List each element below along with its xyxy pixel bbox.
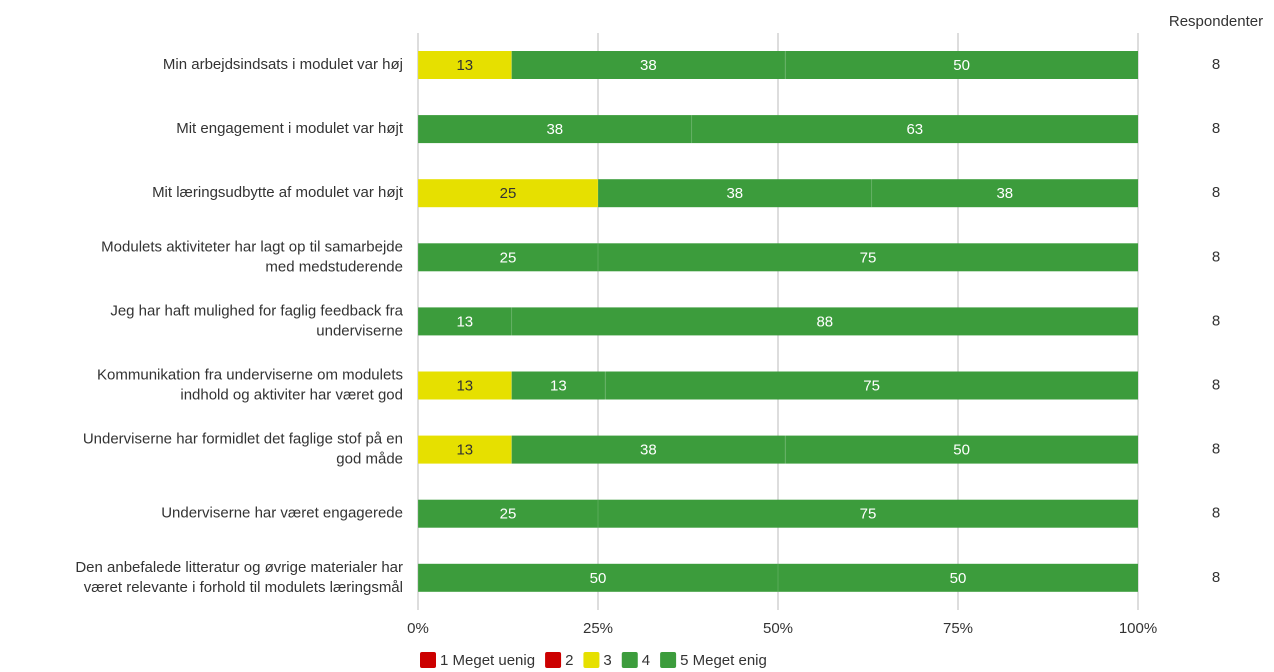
bar-segment — [511, 307, 1138, 336]
category-label: været relevante i forhold til modulets l… — [84, 579, 403, 596]
respondents-value: 8 — [1212, 248, 1220, 265]
x-tick-label: 50% — [763, 620, 793, 637]
bar-segment — [511, 435, 786, 464]
data-label: 50 — [590, 570, 607, 587]
x-tick-label: 25% — [583, 620, 613, 637]
data-label: 63 — [906, 121, 923, 138]
data-label: 13 — [456, 442, 473, 459]
bar-segment — [605, 371, 1138, 400]
x-tick-label: 75% — [943, 620, 973, 637]
bar-segment — [511, 51, 786, 79]
data-label: 13 — [550, 377, 567, 394]
bar-segment — [418, 51, 512, 79]
category-label: Mit engagement i modulet var højt — [176, 120, 404, 137]
bar-segment — [871, 179, 1138, 208]
category-label: med medstuderende — [265, 258, 403, 275]
respondents-value: 8 — [1212, 120, 1220, 137]
bar-segment — [418, 563, 778, 592]
bar-segment — [598, 179, 872, 208]
data-label: 25 — [500, 249, 517, 266]
bar-segment — [778, 563, 1138, 592]
respondents-value: 8 — [1212, 505, 1220, 522]
bars: 13 38 50 38 63 25 38 38 25 75 13 88 13 13 75 13 38 50 25 75… — [418, 51, 1138, 592]
x-tick-label: 0% — [407, 620, 429, 637]
legend-label: 4 — [642, 652, 650, 669]
category-label: god måde — [336, 451, 403, 468]
bar-segment — [418, 435, 512, 464]
bar-segment — [418, 499, 598, 528]
data-label: 38 — [640, 442, 657, 459]
bar-segment — [418, 307, 512, 336]
category-label: Underviserne har været engagerede — [161, 505, 403, 522]
data-label: 13 — [456, 377, 473, 394]
bar-segment — [511, 371, 606, 400]
data-label: 75 — [863, 377, 880, 394]
data-label: 38 — [726, 185, 743, 202]
category-label: Jeg har haft mulighed for faglig feedbac… — [110, 302, 403, 319]
respondents-value: 8 — [1212, 184, 1220, 201]
data-label: 50 — [953, 442, 970, 459]
bar-segment — [785, 435, 1138, 464]
legend-swatch — [583, 652, 600, 668]
legend-label: 2 — [565, 652, 573, 669]
respondents-value: 8 — [1212, 569, 1220, 586]
data-label: 88 — [816, 313, 833, 330]
data-label: 75 — [860, 249, 877, 266]
legend-swatch — [660, 652, 677, 668]
data-label: 50 — [950, 570, 967, 587]
data-label: 25 — [500, 185, 517, 202]
data-label: 25 — [500, 506, 517, 523]
bar-segment — [598, 499, 1138, 528]
data-label: 38 — [640, 57, 657, 74]
bar-segment — [691, 115, 1138, 144]
bar-segment — [418, 243, 598, 272]
legend-swatch — [621, 652, 638, 668]
bar-segment — [418, 371, 512, 400]
legend-label: 3 — [603, 652, 611, 669]
respondents-value: 8 — [1212, 376, 1220, 393]
category-label: indhold og aktiviter har været god — [180, 386, 403, 403]
category-label: Den anbefalede litteratur og øvrige mate… — [75, 559, 403, 576]
category-label: Underviserne har formidlet det faglige s… — [83, 431, 403, 448]
respondents-header: Respondenter — [1169, 13, 1263, 30]
data-label: 38 — [996, 185, 1013, 202]
category-label: Mit læringsudbytte af modulet var højt — [152, 184, 404, 201]
bar-segment — [598, 243, 1138, 272]
category-label: Kommunikation fra underviserne om module… — [97, 366, 403, 383]
data-label: 50 — [953, 57, 970, 74]
bar-segment — [785, 51, 1138, 79]
x-tick-label: 100% — [1119, 620, 1157, 637]
bar-segment — [418, 179, 598, 208]
data-label: 38 — [546, 121, 563, 138]
data-label: 13 — [456, 57, 473, 74]
data-label: 75 — [860, 506, 877, 523]
respondents-value: 8 — [1212, 56, 1220, 73]
bar-segment — [418, 115, 692, 144]
category-label: Modulets aktiviteter har lagt op til sam… — [101, 238, 403, 255]
respondents-value: 8 — [1212, 441, 1220, 458]
legend-swatch — [420, 652, 436, 668]
data-label: 13 — [456, 313, 473, 330]
respondents-value: 8 — [1212, 312, 1220, 329]
legend-swatch — [545, 652, 562, 668]
legend-label: 5 Meget enig — [680, 652, 767, 669]
category-label: underviserne — [316, 322, 403, 339]
legend-label: 1 Meget uenig — [440, 652, 535, 669]
category-label: Min arbejdsindsats i modulet var høj — [163, 56, 403, 73]
